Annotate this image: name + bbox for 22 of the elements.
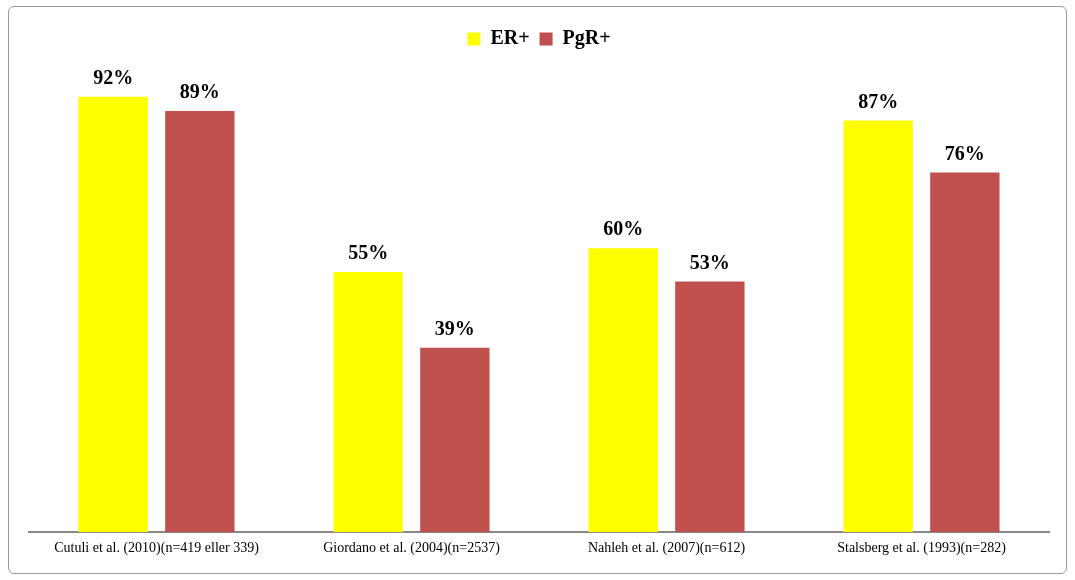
- legend-label: ER+: [490, 26, 530, 49]
- data-label: 39%: [434, 316, 475, 339]
- bar: [78, 96, 148, 533]
- bar: [588, 248, 658, 533]
- bar: [930, 172, 1000, 533]
- legend-label: PgR+: [562, 26, 611, 50]
- data-label: 89%: [179, 80, 220, 103]
- x-tick-label: Cutuli et al. (2010)(n=419 eller 339): [54, 540, 260, 557]
- data-label: 55%: [348, 241, 389, 264]
- data-label: 60%: [603, 217, 644, 240]
- data-label: 53%: [689, 250, 730, 273]
- bar: [843, 120, 913, 533]
- x-tick-label: Giordano et al. (2004)(n=2537): [323, 540, 501, 557]
- bar: [420, 347, 490, 533]
- bar: [333, 271, 403, 533]
- bar: [675, 281, 745, 533]
- bar: [165, 111, 235, 533]
- x-tick-label: Stalsberg et al. (1993)(n=282): [837, 540, 1007, 557]
- data-label: 87%: [858, 89, 899, 112]
- data-label: 76%: [944, 141, 985, 164]
- x-tick-label: Nahleh et al. (2007)(n=612): [587, 540, 746, 557]
- data-label: 92%: [93, 66, 134, 89]
